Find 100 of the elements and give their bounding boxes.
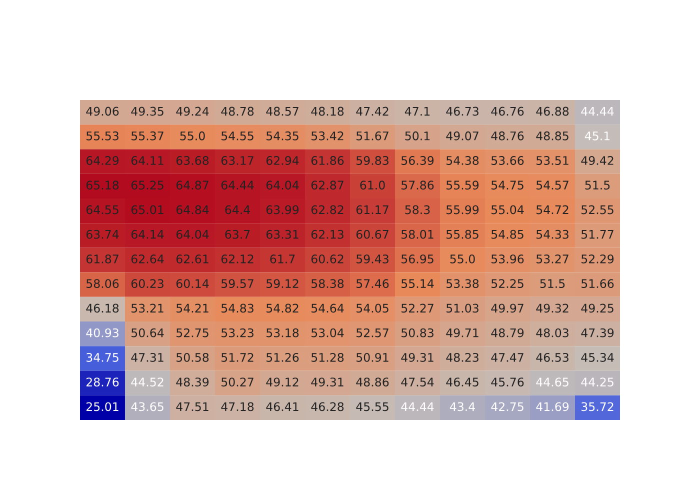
- data-label: 64.04: [266, 180, 299, 190]
- data-label: 47.1: [404, 106, 430, 116]
- data-label: 53.51: [536, 156, 568, 165]
- data-label: 59.12: [266, 279, 298, 288]
- data-label: 34.75: [86, 352, 118, 362]
- data-label: 60.62: [311, 254, 344, 264]
- data-label: 48.18: [311, 106, 344, 116]
- data-label: 49.25: [581, 304, 614, 313]
- data-label: 65.01: [131, 205, 164, 214]
- data-label: 62.13: [311, 230, 344, 239]
- data-label: 55.04: [492, 205, 524, 214]
- data-label: 49.07: [446, 131, 478, 140]
- data-label: 64.55: [86, 205, 118, 214]
- data-label: 46.88: [536, 106, 569, 116]
- data-label: 53.96: [492, 254, 524, 264]
- data-label: 51.28: [312, 352, 344, 362]
- data-label: 56.95: [402, 254, 434, 264]
- data-label: 62.64: [131, 254, 164, 264]
- data-label: 51.5: [540, 279, 565, 288]
- data-label: 54.38: [446, 156, 479, 165]
- data-label: 25.01: [86, 402, 118, 412]
- data-label: 65.25: [131, 180, 164, 190]
- data-label: 54.82: [266, 304, 298, 313]
- data-label: 49.32: [536, 304, 568, 313]
- data-label: 35.72: [582, 402, 614, 412]
- data-label: 55.0: [450, 254, 475, 264]
- data-label: 49.71: [446, 328, 478, 338]
- data-label: 55.14: [402, 279, 434, 288]
- data-label: 47.54: [401, 378, 434, 386]
- data-label: 50.64: [132, 328, 164, 338]
- data-label: 52.55: [582, 205, 614, 214]
- data-label: 54.35: [266, 131, 298, 140]
- data-label: 43.65: [131, 402, 164, 412]
- data-label: 52.27: [402, 304, 434, 313]
- data-label: 58.06: [86, 279, 119, 288]
- data-label: 58.01: [402, 230, 434, 239]
- data-label: 57.46: [356, 279, 389, 288]
- data-label: 63.31: [266, 230, 298, 239]
- data-label: 63.74: [86, 230, 119, 239]
- data-label: 46.76: [491, 106, 524, 116]
- data-label: 58.3: [405, 205, 430, 214]
- data-label: 64.87: [176, 180, 208, 190]
- data-label: 61.87: [86, 254, 118, 264]
- data-label: 60.67: [356, 230, 388, 239]
- data-label: 55.37: [132, 131, 164, 140]
- data-label: 60.23: [131, 279, 164, 288]
- data-label: 59.83: [356, 156, 388, 165]
- data-label: 62.12: [221, 254, 254, 264]
- data-label: 59.57: [222, 279, 254, 288]
- data-label: 52.29: [582, 254, 614, 264]
- data-label: 50.1: [405, 131, 430, 140]
- data-label: 56.39: [402, 156, 434, 165]
- data-label: 50.27: [222, 378, 254, 386]
- data-label: 59.43: [356, 254, 388, 264]
- data-label: 48.85: [536, 131, 568, 140]
- data-label: 46.41: [266, 402, 298, 412]
- data-label: 51.26: [266, 352, 299, 362]
- data-label: 64.11: [131, 156, 164, 165]
- data-label: 41.69: [536, 402, 569, 412]
- data-label: 54.85: [492, 230, 524, 239]
- data-label: 46.28: [311, 402, 344, 412]
- data-label: 51.03: [446, 304, 478, 313]
- data-label: 62.82: [311, 205, 344, 214]
- data-label: 62.94: [266, 156, 299, 165]
- data-label: 49.31: [311, 378, 344, 386]
- data-label: 63.68: [176, 156, 209, 165]
- data-label: 44.44: [581, 106, 614, 116]
- data-label: 49.42: [581, 156, 614, 165]
- data-label: 65.18: [86, 180, 119, 190]
- data-label: 49.12: [266, 378, 298, 386]
- data-label: 51.67: [356, 131, 388, 140]
- data-label: 54.75: [492, 180, 524, 190]
- data-label: 49.31: [401, 352, 434, 362]
- data-label: 45.1: [584, 132, 610, 140]
- data-label: 48.79: [491, 328, 524, 338]
- data-label: 60.14: [176, 279, 209, 288]
- data-label: 64.04: [176, 230, 209, 239]
- data-label: 63.7: [225, 230, 250, 239]
- data-label: 53.42: [312, 131, 344, 140]
- data-label: 49.35: [131, 106, 164, 116]
- data-label: 53.38: [446, 279, 479, 288]
- data-label: 62.61: [176, 254, 208, 264]
- data-label: 54.05: [356, 304, 388, 313]
- data-label: 44.65: [536, 378, 568, 386]
- data-label: 64.29: [86, 156, 119, 165]
- data-label: 47.42: [356, 106, 388, 116]
- data-label: 63.99: [266, 205, 299, 214]
- data-label: 53.04: [312, 328, 344, 338]
- data-label: 61.0: [360, 180, 385, 190]
- data-label: 45.76: [491, 378, 524, 386]
- data-label: 44.52: [131, 378, 164, 386]
- data-label: 54.21: [176, 304, 208, 313]
- data-label: 48.03: [536, 328, 568, 338]
- data-label: 55.0: [180, 131, 205, 140]
- data-label: 61.86: [311, 156, 344, 165]
- data-label: 48.23: [446, 352, 478, 362]
- data-label: 48.39: [176, 378, 209, 386]
- data-label: 45.34: [581, 352, 614, 362]
- data-label: 54.33: [536, 230, 568, 239]
- data-label: 47.39: [581, 328, 614, 338]
